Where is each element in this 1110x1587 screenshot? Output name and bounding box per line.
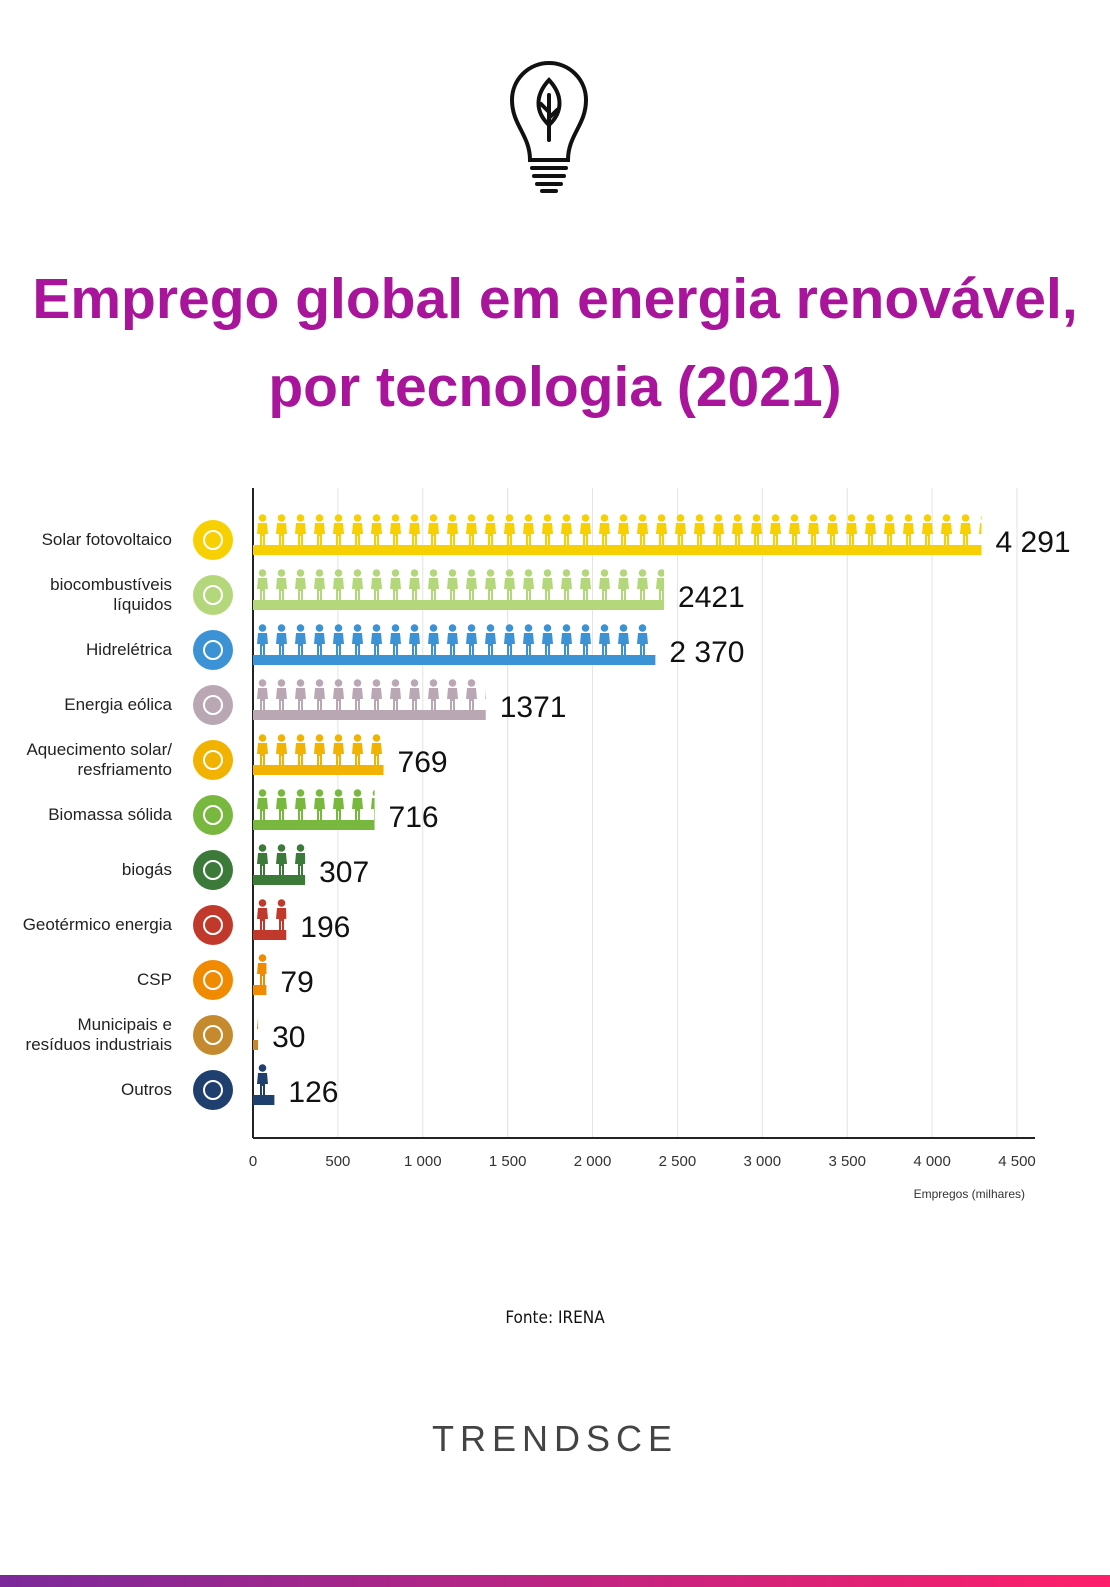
- bar: [253, 545, 982, 555]
- source: Fonte: IRENA: [505, 1308, 605, 1328]
- bar-figures: [253, 1064, 275, 1095]
- category-label: Energia eólica: [64, 695, 172, 714]
- bar: [253, 930, 287, 940]
- x-axis-label: Empregos (milhares): [914, 1187, 1025, 1201]
- category-label: Solar fotovoltaico: [41, 530, 172, 549]
- bar: [253, 765, 384, 775]
- category-icon-mark: [203, 695, 223, 715]
- category-icon-mark: [203, 805, 223, 825]
- bar-figures: [253, 514, 982, 545]
- x-tick-label: 1 000: [404, 1153, 442, 1170]
- category-icon-mark: [203, 530, 223, 550]
- category-icon-mark: [203, 1080, 223, 1100]
- bar: [253, 875, 306, 885]
- x-tick-label: 4 000: [913, 1153, 951, 1170]
- bulb-icon: [509, 61, 589, 193]
- bar: [253, 710, 486, 720]
- chart-title: Emprego global em energia renovável, por…: [32, 267, 1078, 419]
- bar: [253, 820, 375, 830]
- bar-figures: [253, 1009, 259, 1040]
- brand: TRENDSCE: [431, 1418, 679, 1459]
- category-icon: [193, 850, 233, 890]
- category-icon: [193, 630, 233, 670]
- category-label: Geotérmico energia: [22, 915, 172, 934]
- category-label: biocombustíveis líquidos: [50, 575, 172, 614]
- bar-figures: [253, 954, 267, 985]
- bar-figures: [253, 734, 384, 765]
- category-label: Municipais e resíduos industriais: [25, 1015, 172, 1054]
- x-tick-label: 3 500: [828, 1153, 866, 1170]
- category-icon: [193, 1015, 233, 1055]
- category-icon-mark: [203, 860, 223, 880]
- category-icon-mark: [203, 915, 223, 935]
- category-label: Biomassa sólida: [48, 805, 172, 824]
- bar-figures: [253, 624, 656, 655]
- footer-bar: [0, 1575, 1110, 1587]
- category-icon: [193, 795, 233, 835]
- chart: 0 500 1 000 1 500 2 000 2 500 3 000 3 500 4 000 4…: [193, 488, 1071, 1201]
- category-icon: [193, 960, 233, 1000]
- bar: [253, 655, 656, 665]
- bar-figures: [253, 679, 486, 710]
- value-label: 30: [272, 1021, 305, 1054]
- x-tick-label: 500: [325, 1153, 350, 1170]
- category-icon: [193, 685, 233, 725]
- x-tick-label: 1 500: [489, 1153, 527, 1170]
- category-label: Hidrelétrica: [86, 640, 172, 659]
- bar: [253, 985, 267, 995]
- value-label: 769: [398, 746, 448, 779]
- bar-figures: [253, 899, 287, 930]
- x-tick-label: 2 000: [574, 1153, 612, 1170]
- category-icon-mark: [203, 1025, 223, 1045]
- value-label: 79: [280, 966, 313, 999]
- category-label: Outros: [120, 1080, 172, 1099]
- bar-figures: [253, 569, 665, 600]
- value-label: 4 291: [996, 526, 1071, 559]
- category-icon: [193, 1070, 233, 1110]
- value-label: 307: [319, 856, 369, 889]
- bar-figures: [253, 844, 306, 875]
- bar: [253, 600, 665, 610]
- x-tick-label: 2 500: [659, 1153, 697, 1170]
- category-icon-mark: [203, 585, 223, 605]
- category-icon: [193, 520, 233, 560]
- bar: [253, 1040, 259, 1050]
- x-tick-label: 3 000: [744, 1153, 782, 1170]
- category-icon-mark: [203, 640, 223, 660]
- value-label: 1371: [500, 691, 567, 724]
- x-tick-label: 0: [249, 1153, 257, 1170]
- category-label: biogás: [121, 860, 172, 879]
- category-icon: [193, 905, 233, 945]
- category-label: CSP: [137, 970, 172, 989]
- category-icon: [193, 575, 233, 615]
- value-label: 2421: [678, 581, 745, 614]
- category-icon-mark: [203, 970, 223, 990]
- value-label: 716: [389, 801, 439, 834]
- bar: [253, 1095, 275, 1105]
- category-icon-mark: [203, 750, 223, 770]
- value-label: 2 370: [669, 636, 744, 669]
- bar-figures: [253, 789, 375, 820]
- x-tick-label: 4 500: [998, 1153, 1036, 1170]
- category-label: Aquecimento solar/ resfriamento: [26, 740, 172, 779]
- category-icon: [193, 740, 233, 780]
- value-label: 196: [300, 911, 350, 944]
- value-label: 126: [288, 1076, 338, 1109]
